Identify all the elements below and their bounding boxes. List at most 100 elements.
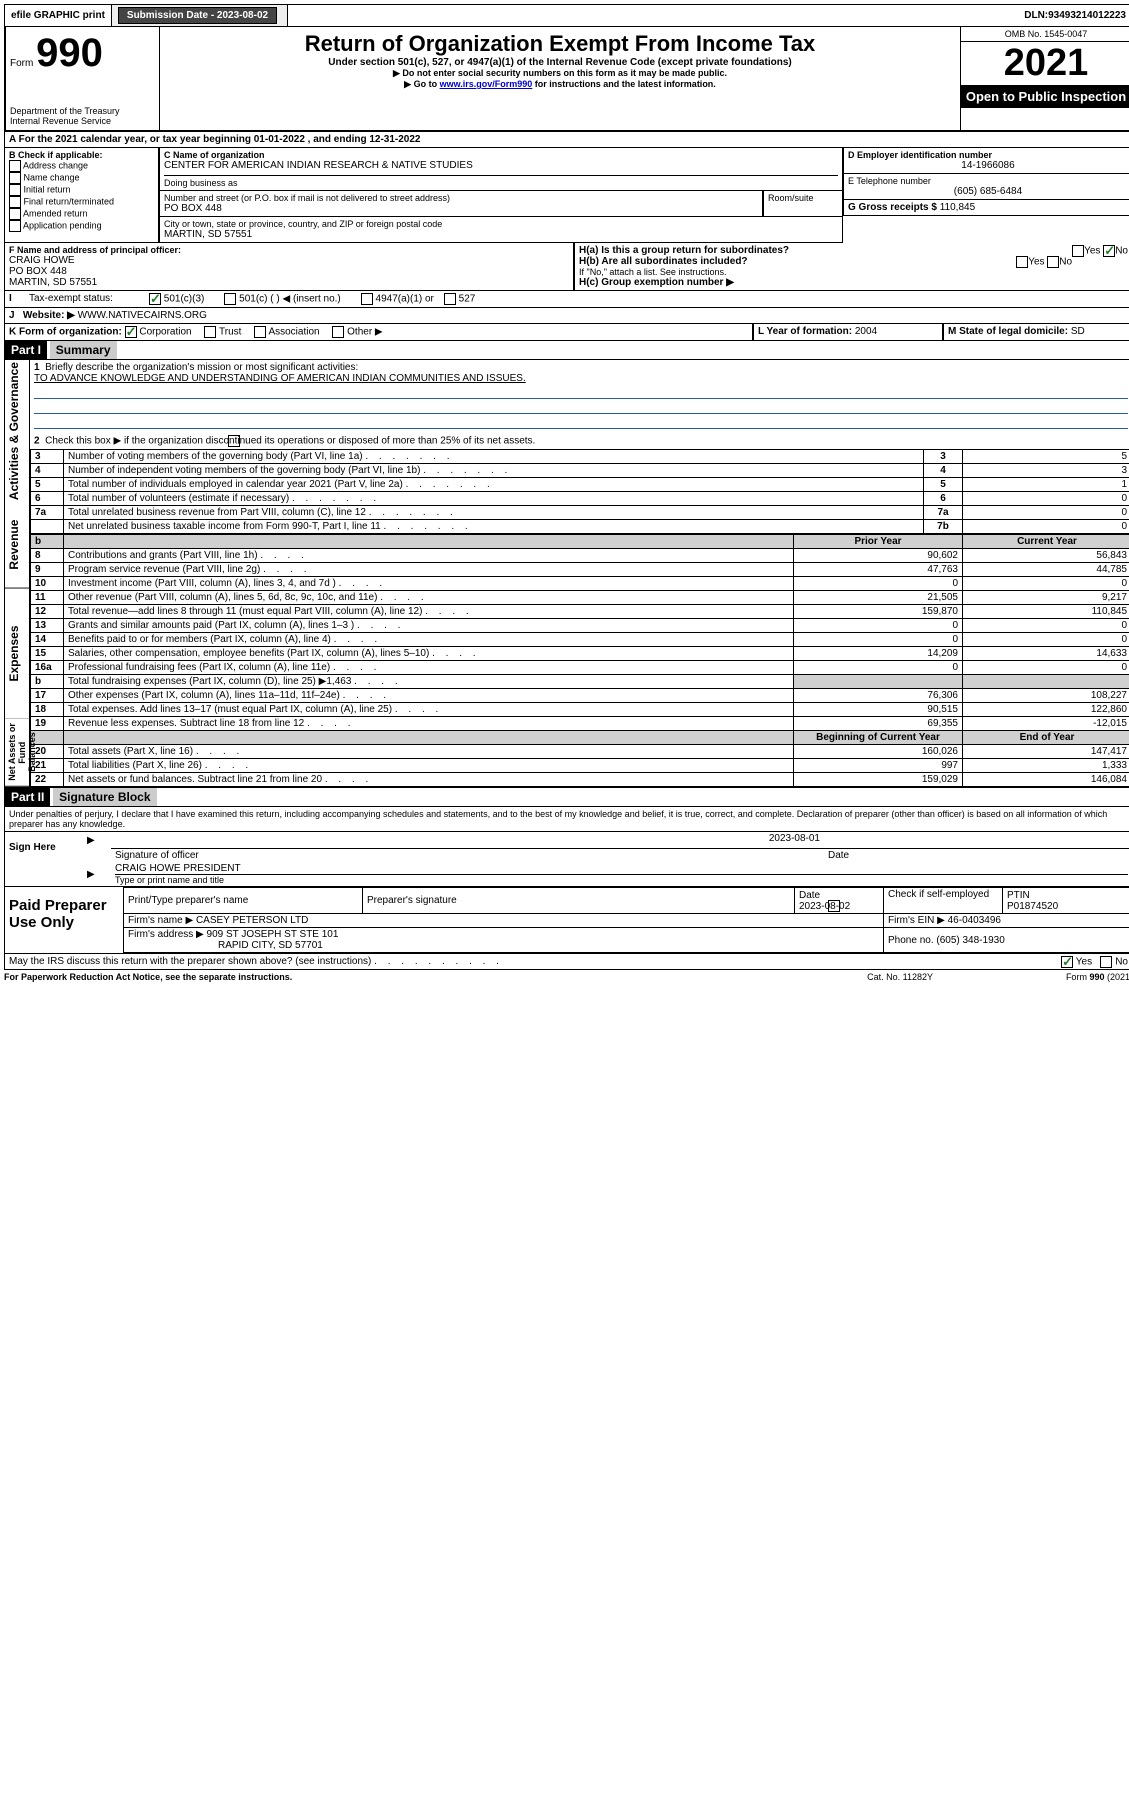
- paid-label: Paid Preparer Use Only: [5, 887, 123, 953]
- row-cy: 0: [963, 619, 1129, 633]
- row-py: 997: [794, 759, 963, 773]
- row-val: 3: [963, 464, 1129, 478]
- row-num: 8: [31, 549, 64, 563]
- cb-corp[interactable]: [125, 326, 137, 338]
- row-num: 14: [31, 633, 64, 647]
- row-text: Other revenue (Part VIII, column (A), li…: [64, 591, 794, 605]
- firm-addr1: 909 ST JOSEPH ST STE 101: [207, 929, 339, 940]
- cb-initial[interactable]: [9, 184, 21, 196]
- ag-row: 4 Number of independent voting members o…: [31, 464, 1129, 478]
- city-label: City or town, state or province, country…: [164, 219, 838, 229]
- cb-other[interactable]: [332, 326, 344, 338]
- part1-body: Activities & Governance Revenue Expenses…: [4, 360, 1129, 788]
- check-h: Check if self-employed: [888, 889, 989, 900]
- cb-501c[interactable]: [224, 293, 236, 305]
- row-text: Net unrelated business taxable income fr…: [64, 520, 924, 534]
- col-cy: Current Year: [963, 535, 1129, 549]
- cb-527[interactable]: [444, 293, 456, 305]
- cb-501c3[interactable]: [149, 293, 161, 305]
- row-cy: 146,084: [963, 773, 1129, 787]
- g-label: G Gross receipts $: [848, 202, 940, 213]
- efile-label: efile GRAPHIC print: [11, 10, 105, 21]
- row-cy: 44,785: [963, 563, 1129, 577]
- row-cy: -12,015: [963, 717, 1129, 731]
- title: Return of Organization Exempt From Incom…: [164, 31, 956, 57]
- cb-name[interactable]: [9, 172, 21, 184]
- q1-text: Briefly describe the organization's miss…: [45, 362, 358, 373]
- paid-prep-block: Paid Preparer Use Only Print/Type prepar…: [4, 887, 1129, 954]
- row-num: 4: [31, 464, 64, 478]
- cb-assoc[interactable]: [254, 326, 266, 338]
- l-label: L Year of formation:: [758, 326, 855, 337]
- cb-ha-yes[interactable]: [1072, 245, 1084, 257]
- cb-4947[interactable]: [361, 293, 373, 305]
- row-text: Total assets (Part X, line 16) . . . .: [64, 745, 794, 759]
- cb-amend[interactable]: [9, 208, 21, 220]
- row-num: 15: [31, 647, 64, 661]
- cb-discuss-yes[interactable]: [1061, 956, 1073, 968]
- row-box: 5: [924, 478, 963, 492]
- row-num: 16a: [31, 661, 64, 675]
- cb-app[interactable]: [9, 220, 21, 232]
- cb-q2[interactable]: [228, 435, 240, 447]
- firm-ein: 46-0403496: [948, 915, 1001, 926]
- year: 2021: [961, 42, 1129, 85]
- gross-receipts: 110,845: [940, 202, 975, 213]
- row-py: 0: [794, 633, 963, 647]
- cb-discuss-no[interactable]: [1100, 956, 1112, 968]
- cb-ha-no[interactable]: [1103, 245, 1115, 257]
- data-row: 12 Total revenue—add lines 8 through 11 …: [31, 605, 1129, 619]
- cb-final[interactable]: [9, 196, 21, 208]
- data-row: 20 Total assets (Part X, line 16) . . . …: [31, 745, 1129, 759]
- note2: ▶ Go to www.irs.gov/Form990 for instruct…: [164, 79, 956, 90]
- subdate-cell: Submission Date - 2023-08-02: [112, 5, 288, 26]
- row-text: Number of voting members of the governin…: [64, 450, 924, 464]
- data-row: 13 Grants and similar amounts paid (Part…: [31, 619, 1129, 633]
- row-j: J Website: ▶ WWW.NATIVECAIRNS.ORG: [4, 308, 1129, 324]
- data-row: 16a Professional fundraising fees (Part …: [31, 661, 1129, 675]
- cb-trust[interactable]: [204, 326, 216, 338]
- bcdeg-block: B Check if applicable: Address change Na…: [4, 148, 1129, 243]
- cb-hb-yes[interactable]: [1016, 256, 1028, 268]
- row-cy: 0: [963, 577, 1129, 591]
- website: WWW.NATIVECAIRNS.ORG: [78, 310, 207, 321]
- cb-addr[interactable]: [9, 160, 21, 172]
- row-text: Contributions and grants (Part VIII, lin…: [64, 549, 794, 563]
- row-cy: 9,217: [963, 591, 1129, 605]
- row-val: 0: [963, 506, 1129, 520]
- row-num: 5: [31, 478, 64, 492]
- vlab-rev: Revenue: [5, 502, 29, 589]
- dln-cell: DLN: 93493214012223: [1018, 5, 1129, 26]
- row-py: 21,505: [794, 591, 963, 605]
- year-formation: 2004: [855, 326, 877, 337]
- col-eoy: End of Year: [963, 731, 1129, 745]
- row-box: 7a: [924, 506, 963, 520]
- row-text: Total number of individuals employed in …: [64, 478, 924, 492]
- prep-date: 2023-08-02: [799, 901, 850, 912]
- form-label: Form: [10, 58, 33, 69]
- h-b: H(b) Are all subordinates included? Yes …: [579, 256, 1128, 267]
- row-num: 13: [31, 619, 64, 633]
- i-label: Tax-exempt status:: [29, 293, 149, 305]
- box-c: C Name of organization CENTER FOR AMERIC…: [159, 148, 843, 243]
- may-irs: May the IRS discuss this return with the…: [9, 956, 371, 967]
- ptin: P01874520: [1007, 901, 1058, 912]
- m-label: M State of legal domicile:: [948, 326, 1071, 337]
- firm-addr-h: Firm's address ▶: [128, 929, 207, 940]
- subdate-btn[interactable]: Submission Date - 2023-08-02: [118, 7, 277, 24]
- j-label: Website: ▶: [23, 310, 75, 321]
- dba-label: Doing business as: [164, 175, 838, 188]
- footer-left: For Paperwork Reduction Act Notice, see …: [4, 972, 867, 982]
- row-cy: 108,227: [963, 689, 1129, 703]
- row-py: 90,515: [794, 703, 963, 717]
- row-box: 6: [924, 492, 963, 506]
- cb-hb-no[interactable]: [1047, 256, 1059, 268]
- officer-addr: PO BOX 448: [9, 266, 569, 277]
- row-py: 159,870: [794, 605, 963, 619]
- cb-selfemp[interactable]: [828, 900, 840, 912]
- row-box: 7b: [924, 520, 963, 534]
- data-row: 8 Contributions and grants (Part VIII, l…: [31, 549, 1129, 563]
- q2-block: 2 Check this box ▶ if the organization d…: [30, 433, 1129, 449]
- data-row: 10 Investment income (Part VIII, column …: [31, 577, 1129, 591]
- irs-link[interactable]: www.irs.gov/Form990: [440, 79, 533, 89]
